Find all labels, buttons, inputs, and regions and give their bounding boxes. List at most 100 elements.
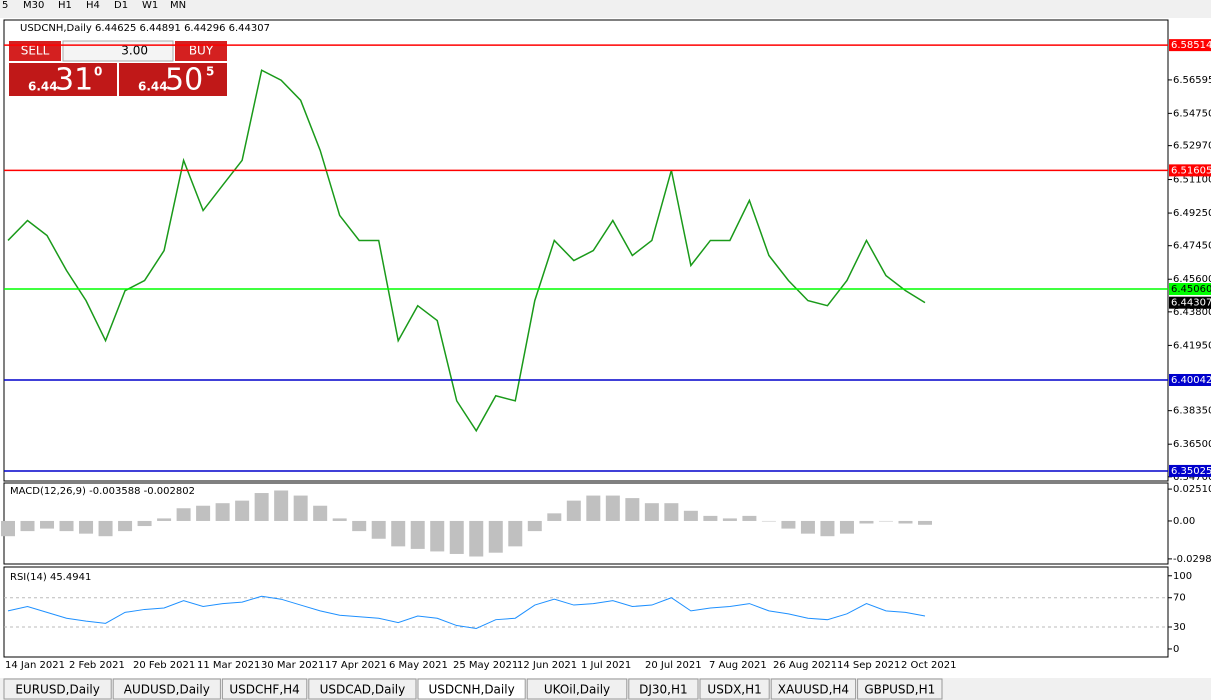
- timeframe-button[interactable]: D1: [114, 0, 128, 11]
- macd-bar: [430, 520, 445, 552]
- macd-panel: [3, 482, 1169, 565]
- tab[interactable]: [628, 678, 699, 700]
- macd-bar: [664, 503, 679, 521]
- price-tick-label: 6.34700: [1173, 472, 1211, 483]
- date-label: 2 Feb 2021: [69, 660, 125, 671]
- macd-bar: [469, 520, 484, 557]
- macd-bar: [859, 520, 874, 524]
- macd-tick-label: 0.00: [1173, 516, 1195, 527]
- level-label: 6.35025: [1171, 466, 1211, 477]
- macd-bar: [196, 505, 211, 521]
- level-label-bg: [1169, 464, 1211, 477]
- price-tick-label: 6.36500: [1173, 439, 1211, 450]
- macd-bar: [449, 520, 464, 554]
- tab-label: DJ30,H1: [639, 683, 688, 697]
- macd-bar: [274, 490, 289, 521]
- macd-bar: [527, 520, 542, 532]
- chart-header: USDCNH,Daily 6.44625 6.44891 6.44296 6.4…: [20, 23, 270, 34]
- tab-label: UKOil,Daily: [544, 683, 610, 697]
- tab[interactable]: [112, 678, 221, 700]
- tab[interactable]: [417, 678, 526, 700]
- price-tick-label: 6.51100: [1173, 175, 1211, 186]
- timeframe-button[interactable]: MN: [170, 0, 186, 11]
- tab-label: USDCAD,Daily: [320, 683, 406, 697]
- rsi-tick-label: 70: [1173, 593, 1186, 604]
- tab-label: USDX,H1: [707, 683, 761, 697]
- macd-bar: [157, 518, 172, 521]
- macd-bar: [488, 520, 503, 553]
- macd-bar: [644, 503, 659, 521]
- tab[interactable]: [221, 678, 308, 700]
- macd-bar: [742, 515, 757, 521]
- macd-bar: [40, 520, 55, 529]
- volume-box[interactable]: [62, 40, 174, 62]
- macd-bar: [586, 495, 601, 521]
- level-label: 6.51605: [1171, 165, 1211, 176]
- rsi-tick-label: 100: [1173, 571, 1192, 582]
- timeframe-button[interactable]: H1: [58, 0, 72, 11]
- tab-label: USDCHF,H4: [229, 683, 299, 697]
- macd-label: MACD(12,26,9) -0.003588 -0.002802: [10, 486, 195, 497]
- date-label: 25 May 2021: [453, 660, 518, 671]
- macd-bar: [391, 520, 406, 547]
- macd-bar: [215, 503, 230, 521]
- tab[interactable]: [3, 678, 112, 700]
- date-label: 2 Oct 2021: [901, 660, 956, 671]
- macd-bar: [820, 520, 835, 537]
- price-tick-label: 6.41950: [1173, 340, 1211, 351]
- level-label-bg: [1169, 283, 1211, 296]
- macd-bar: [800, 520, 815, 534]
- macd-bar: [98, 520, 113, 537]
- ask-big: 6.44: [138, 80, 168, 94]
- timeframe-button[interactable]: W1: [142, 0, 158, 11]
- timeframe-button[interactable]: H4: [86, 0, 100, 11]
- sell-label: SELL: [21, 44, 50, 58]
- macd-bar: [605, 495, 620, 521]
- macd-bar: [371, 520, 386, 539]
- macd-bar: [683, 510, 698, 521]
- toolbar: [0, 0, 1211, 18]
- bid-box[interactable]: [9, 63, 117, 96]
- macd-bar: [839, 520, 854, 534]
- current-price-bg: [1169, 296, 1211, 309]
- macd-bar: [254, 493, 269, 521]
- price-tick-label: 6.38350: [1173, 406, 1211, 417]
- trade-panel: SELL 3.00 BUY 6.44 31 0 6.44 50 5: [8, 40, 230, 98]
- tab[interactable]: [308, 678, 417, 700]
- ask-box[interactable]: [119, 63, 227, 96]
- price-line: [7, 69, 926, 433]
- macd-bar: [20, 520, 35, 532]
- macd-bar: [410, 520, 425, 549]
- macd-bar: [566, 500, 581, 521]
- macd-bar: [59, 520, 74, 532]
- ask-pip: 5: [206, 65, 214, 79]
- macd-bar: [332, 518, 347, 521]
- macd-bar: [313, 505, 328, 521]
- rsi-panel: [3, 566, 1169, 658]
- date-label: 1 Jul 2021: [581, 660, 631, 671]
- macd-bar: [235, 500, 250, 521]
- price-tick-label: 6.43800: [1173, 307, 1211, 318]
- level-label-bg: [1169, 39, 1211, 52]
- macd-tick-label: -0.029881: [1173, 554, 1211, 565]
- tab[interactable]: [770, 678, 857, 700]
- timeframe-button[interactable]: M30: [23, 0, 44, 11]
- level-label: 6.58514: [1171, 40, 1211, 51]
- tab-label: GBPUSD,H1: [864, 683, 935, 697]
- timeframe-button[interactable]: 5: [2, 0, 8, 11]
- macd-bar: [722, 518, 737, 521]
- sell-button[interactable]: [9, 41, 61, 61]
- rsi-tick-label: 30: [1173, 622, 1186, 633]
- buy-button[interactable]: [175, 41, 227, 61]
- macd-bar: [176, 508, 191, 521]
- tab[interactable]: [699, 678, 770, 700]
- tab[interactable]: [857, 678, 943, 700]
- macd-bar: [918, 520, 932, 525]
- tab-label: XAUUSD,H4: [778, 683, 849, 697]
- macd-bar: [508, 520, 523, 547]
- bid-main: 31: [55, 63, 93, 98]
- macd-bar: [137, 520, 152, 527]
- tab[interactable]: [526, 678, 628, 700]
- rsi-tick-label: 0: [1173, 644, 1179, 655]
